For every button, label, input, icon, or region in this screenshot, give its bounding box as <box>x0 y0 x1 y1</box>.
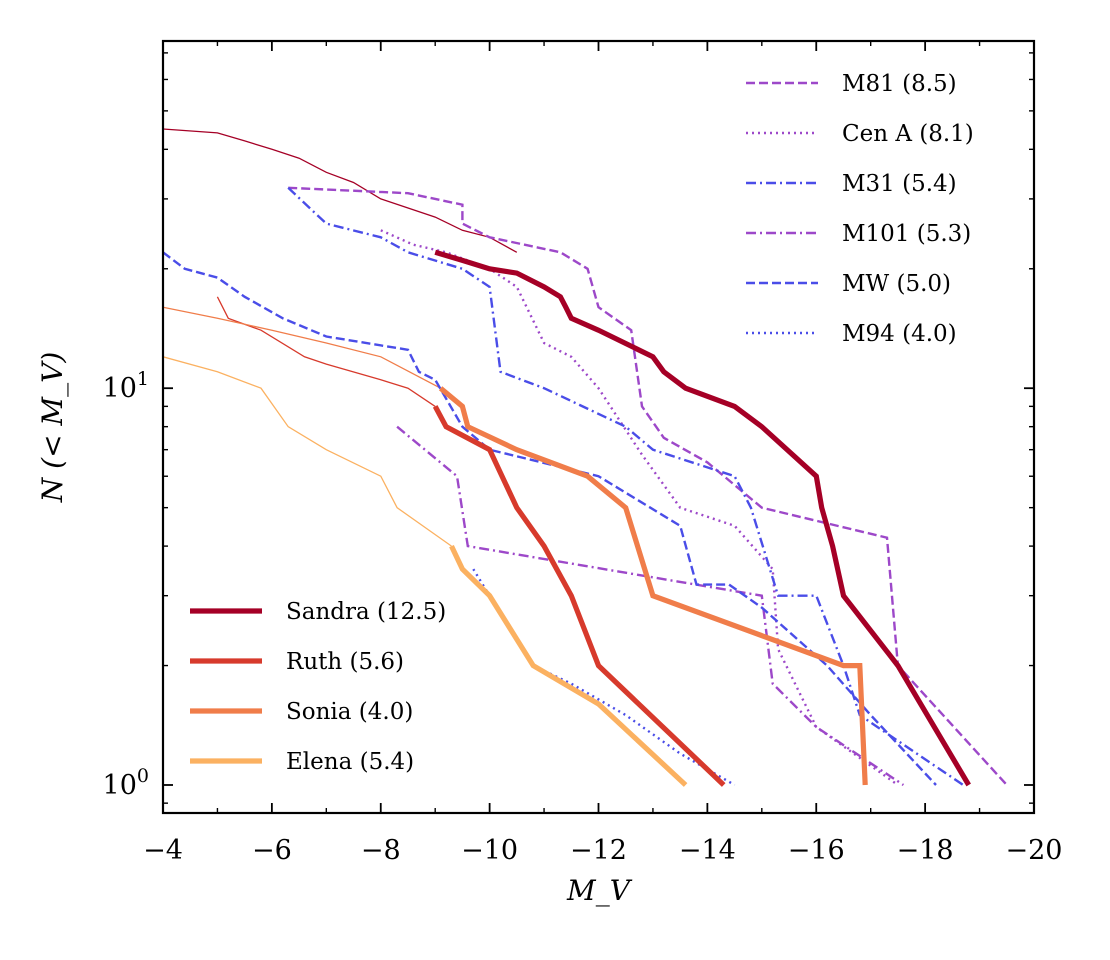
x-tick-label: −12 <box>570 835 627 866</box>
series-line-faint-13 <box>163 356 452 547</box>
series-line-m31-5-4 <box>287 186 964 786</box>
x-tick-label: −14 <box>679 835 736 866</box>
legend-label-elena-5-4: Elena (5.4) <box>286 749 414 775</box>
y-tick-label: 100 <box>103 765 149 801</box>
legend-label-mw-5-0: MW (5.0) <box>842 271 951 297</box>
series-line-sonia-4-0 <box>438 386 868 786</box>
x-tick-label: −16 <box>788 835 845 866</box>
series-line-m94-4-0 <box>472 568 736 787</box>
x-tick-label: −8 <box>361 835 401 866</box>
series-line-ruth-5-6 <box>432 405 726 787</box>
legend-label-m31-5-4: M31 (5.4) <box>842 171 957 197</box>
y-tick-label: 101 <box>103 368 149 404</box>
legend-layer: M81 (8.5) Cen A (8.1) M31 (5.4) M101 (5.3) M… <box>190 71 974 775</box>
series-line-m101-5-3 <box>396 425 905 786</box>
legend-label-ruth-5-6: Ruth (5.6) <box>286 649 404 675</box>
x-tick-label: −6 <box>252 835 292 866</box>
series-line-faint-10 <box>163 128 518 253</box>
legend-label-m101-5-3: M101 (5.3) <box>842 221 971 247</box>
plot-area <box>163 128 1008 787</box>
legend-label-cen-a-8-1: Cen A (8.1) <box>842 121 974 147</box>
x-tick-label: −10 <box>461 835 518 866</box>
series-line-faint-12 <box>163 306 441 389</box>
legend-label-sonia-4-0: Sonia (4.0) <box>286 699 413 725</box>
series-layer <box>163 128 1008 787</box>
series-line-sandra-12-5 <box>434 249 971 787</box>
legend-label-m94-4-0: M94 (4.0) <box>842 321 957 347</box>
axes-layer: −4 −6 −8 −10 −12 −14 −16 −18 −20 100 101 M_V N (< M_… <box>36 39 1063 907</box>
x-tick-label: −4 <box>143 835 183 866</box>
y-axis-label: N (< M_V) <box>36 352 69 504</box>
series-line-elena-5-4 <box>449 544 688 787</box>
legend-label-sandra-12-5: Sandra (12.5) <box>286 599 446 625</box>
x-axis-label: M_V <box>566 874 633 907</box>
x-tick-label: −18 <box>897 835 954 866</box>
series-line-faint-11 <box>216 296 436 407</box>
series-line-mw-5-0 <box>163 251 937 786</box>
legend-label-m81-8-5: M81 (8.5) <box>842 71 957 97</box>
x-tick-label: −20 <box>1006 835 1063 866</box>
